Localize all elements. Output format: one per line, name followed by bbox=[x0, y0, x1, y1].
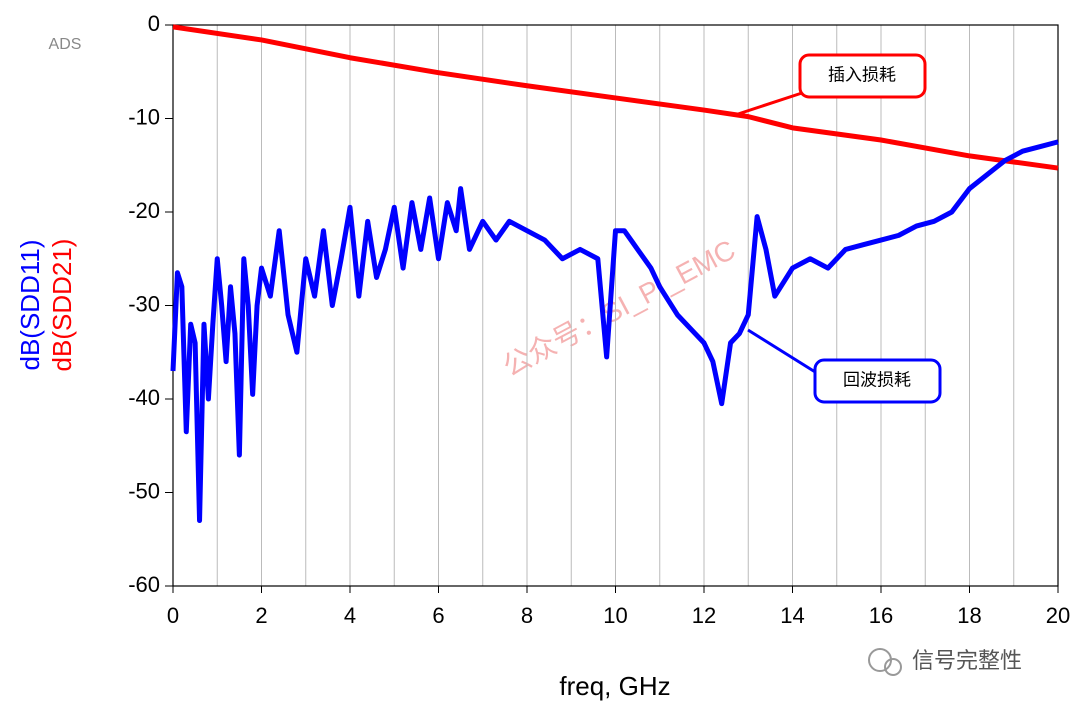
y-tick-label: 0 bbox=[148, 11, 160, 36]
footer: 信号完整性 bbox=[868, 648, 1022, 676]
y-tick-label: -10 bbox=[128, 104, 160, 129]
y-tick-label: -30 bbox=[128, 291, 160, 316]
callout-arrow bbox=[747, 328, 821, 377]
x-tick-label: 4 bbox=[344, 603, 356, 628]
wechat-icon bbox=[884, 658, 902, 676]
y-axis-label: dB(SDD11) bbox=[15, 239, 45, 370]
y-tick-label: -40 bbox=[128, 385, 160, 410]
y-axis-label-1: dB(SDD11) bbox=[15, 239, 45, 370]
callout-text: 插入损耗 bbox=[828, 65, 896, 84]
footer-text: 信号完整性 bbox=[912, 648, 1022, 673]
x-tick-label: 16 bbox=[869, 603, 893, 628]
line-series bbox=[172, 24, 1059, 171]
y-tick-label: -50 bbox=[128, 478, 160, 503]
callout-arrow bbox=[734, 90, 806, 117]
line-series bbox=[170, 139, 1059, 524]
x-tick-label: 12 bbox=[692, 603, 716, 628]
x-tick-label: 14 bbox=[780, 603, 804, 628]
x-tick-label: 6 bbox=[432, 603, 444, 628]
y-axis-label: dB(SDD21) bbox=[47, 239, 77, 372]
x-tick-label: 10 bbox=[603, 603, 627, 628]
x-tick-label: 0 bbox=[167, 603, 179, 628]
ads-label: ADS bbox=[49, 36, 82, 53]
x-tick-label: 2 bbox=[255, 603, 267, 628]
plot-frame bbox=[172, 24, 1059, 587]
callout-box bbox=[798, 53, 927, 99]
x-axis-label: freq, GHz bbox=[559, 671, 670, 701]
x-tick-label: 20 bbox=[1046, 603, 1070, 628]
x-tick-label: 8 bbox=[521, 603, 533, 628]
callout-text: 回波损耗 bbox=[843, 370, 911, 389]
callout-box bbox=[813, 358, 942, 404]
x-tick-label: 18 bbox=[957, 603, 981, 628]
y-tick-label: -60 bbox=[128, 572, 160, 597]
y-axis-label-2: dB(SDD21) bbox=[47, 239, 77, 372]
y-tick-label: -20 bbox=[128, 198, 160, 223]
